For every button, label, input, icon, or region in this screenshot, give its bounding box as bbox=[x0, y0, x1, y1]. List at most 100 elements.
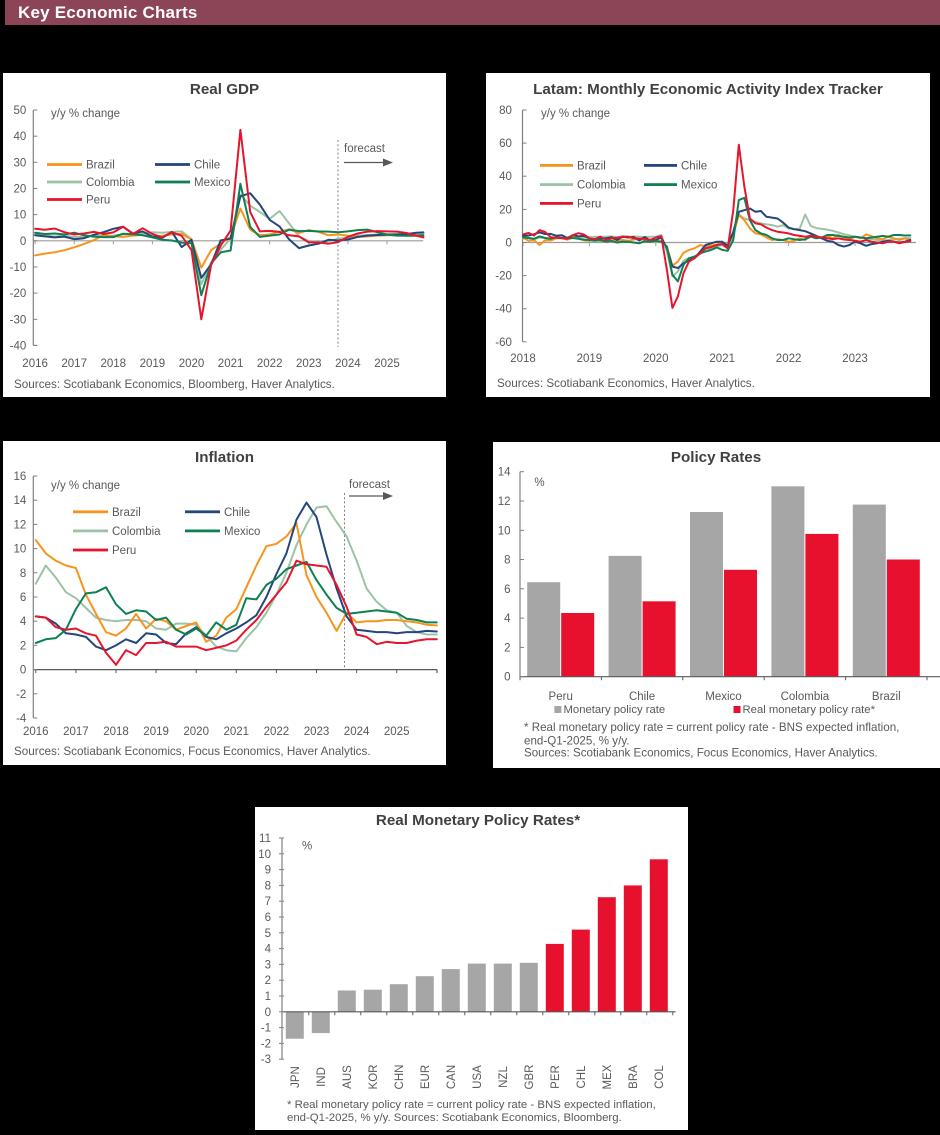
svg-text:80: 80 bbox=[499, 105, 512, 117]
svg-text:2016: 2016 bbox=[22, 358, 48, 370]
svg-text:CHN: CHN bbox=[394, 1065, 406, 1090]
svg-text:40: 40 bbox=[499, 171, 512, 183]
svg-text:-2: -2 bbox=[261, 1038, 271, 1050]
svg-text:2021: 2021 bbox=[218, 358, 244, 370]
svg-text:10: 10 bbox=[258, 849, 271, 861]
svg-text:Policy Rates: Policy Rates bbox=[671, 449, 761, 466]
svg-text:2: 2 bbox=[265, 975, 271, 987]
svg-text:Brazil: Brazil bbox=[86, 160, 115, 172]
svg-text:GBR: GBR bbox=[524, 1065, 536, 1090]
svg-text:-40: -40 bbox=[495, 304, 512, 316]
svg-text:y/y % change: y/y % change bbox=[51, 480, 120, 492]
svg-text:14: 14 bbox=[14, 495, 27, 507]
svg-text:Sources: Scotiabank Economics,: Sources: Scotiabank Economics, Bloomberg… bbox=[14, 378, 335, 391]
svg-text:Sources: Scotiabank Economics,: Sources: Scotiabank Economics, Haver Ana… bbox=[497, 377, 755, 390]
svg-text:0: 0 bbox=[504, 672, 510, 684]
svg-text:6: 6 bbox=[20, 592, 26, 604]
svg-text:-3: -3 bbox=[261, 1054, 271, 1066]
svg-text:CHL: CHL bbox=[576, 1065, 588, 1089]
svg-text:12: 12 bbox=[14, 519, 27, 531]
svg-text:Peru: Peru bbox=[86, 195, 110, 207]
svg-text:-2: -2 bbox=[16, 689, 26, 701]
svg-text:Latam: Monthly Economic Activi: Latam: Monthly Economic Activity Index T… bbox=[533, 81, 883, 98]
svg-text:2023: 2023 bbox=[304, 726, 330, 738]
svg-text:Chile: Chile bbox=[194, 160, 220, 172]
svg-text:8: 8 bbox=[504, 555, 510, 567]
svg-text:0: 0 bbox=[265, 1007, 271, 1019]
svg-text:PER: PER bbox=[550, 1065, 562, 1089]
svg-text:JPN: JPN bbox=[290, 1066, 302, 1088]
svg-text:Peru: Peru bbox=[577, 198, 601, 210]
svg-text:-30: -30 bbox=[10, 314, 27, 326]
svg-text:2: 2 bbox=[504, 642, 510, 654]
svg-text:2020: 2020 bbox=[183, 726, 209, 738]
svg-text:2018: 2018 bbox=[101, 358, 127, 370]
svg-text:8: 8 bbox=[20, 568, 26, 580]
svg-text:Real monetary policy rate*: Real monetary policy rate* bbox=[743, 704, 876, 716]
svg-text:10: 10 bbox=[14, 544, 27, 556]
svg-text:Real GDP: Real GDP bbox=[190, 81, 259, 98]
svg-text:* Real monetary policy rate =: * Real monetary policy rate = current po… bbox=[287, 1099, 656, 1111]
svg-text:1: 1 bbox=[265, 991, 271, 1003]
svg-text:Inflation: Inflation bbox=[195, 449, 254, 466]
svg-text:0: 0 bbox=[20, 665, 26, 677]
svg-text:2020: 2020 bbox=[643, 353, 669, 365]
svg-text:11: 11 bbox=[259, 833, 271, 845]
svg-text:2021: 2021 bbox=[224, 726, 250, 738]
svg-text:30: 30 bbox=[14, 157, 27, 169]
svg-text:2023: 2023 bbox=[296, 358, 322, 370]
svg-text:4: 4 bbox=[20, 616, 27, 628]
svg-text:Colombia: Colombia bbox=[577, 180, 626, 192]
svg-text:9: 9 bbox=[265, 865, 271, 877]
svg-text:20: 20 bbox=[499, 204, 512, 216]
svg-text:6: 6 bbox=[265, 912, 271, 924]
svg-text:Mexico: Mexico bbox=[224, 526, 260, 538]
svg-text:Brazil: Brazil bbox=[577, 160, 606, 172]
svg-text:2022: 2022 bbox=[776, 353, 802, 365]
svg-text:Chile: Chile bbox=[681, 160, 707, 172]
svg-text:2019: 2019 bbox=[577, 353, 603, 365]
svg-text:Peru: Peru bbox=[549, 691, 573, 703]
svg-text:Mexico: Mexico bbox=[705, 691, 741, 703]
svg-text:Mexico: Mexico bbox=[681, 180, 717, 192]
svg-text:2017: 2017 bbox=[63, 726, 89, 738]
svg-text:%: % bbox=[534, 477, 544, 489]
svg-text:-1: -1 bbox=[261, 1023, 271, 1035]
svg-text:%: % bbox=[302, 841, 312, 853]
svg-text:-4: -4 bbox=[16, 713, 27, 725]
svg-text:10: 10 bbox=[498, 525, 511, 537]
svg-text:14: 14 bbox=[498, 467, 511, 479]
svg-text:EUR: EUR bbox=[420, 1065, 432, 1089]
svg-text:* Real monetary policy rate =: * Real monetary policy rate = current po… bbox=[524, 721, 899, 734]
svg-text:8: 8 bbox=[265, 880, 271, 892]
svg-text:2021: 2021 bbox=[709, 353, 735, 365]
svg-text:Peru: Peru bbox=[112, 545, 136, 557]
svg-text:5: 5 bbox=[265, 928, 271, 940]
svg-text:0: 0 bbox=[20, 236, 26, 248]
svg-text:BRA: BRA bbox=[628, 1065, 640, 1089]
svg-text:-60: -60 bbox=[495, 337, 512, 349]
svg-text:forecast: forecast bbox=[349, 479, 391, 491]
svg-text:COL: COL bbox=[654, 1065, 666, 1089]
svg-text:-20: -20 bbox=[495, 271, 512, 283]
svg-text:3: 3 bbox=[265, 959, 271, 971]
svg-text:Brazil: Brazil bbox=[872, 691, 901, 703]
svg-text:Colombia: Colombia bbox=[86, 177, 135, 189]
svg-text:AUS: AUS bbox=[342, 1065, 354, 1089]
svg-text:2025: 2025 bbox=[374, 358, 400, 370]
svg-text:forecast: forecast bbox=[344, 143, 386, 155]
svg-text:16: 16 bbox=[14, 471, 27, 483]
svg-text:KOR: KOR bbox=[368, 1065, 380, 1090]
svg-text:y/y % change: y/y % change bbox=[51, 108, 120, 120]
svg-text:end-Q1-2025, % y/y. Sources: S: end-Q1-2025, % y/y. Sources: Scotiabank … bbox=[287, 1112, 622, 1124]
svg-text:4: 4 bbox=[504, 613, 511, 625]
svg-text:-20: -20 bbox=[10, 288, 27, 300]
svg-text:40: 40 bbox=[14, 131, 27, 143]
svg-text:MEX: MEX bbox=[602, 1064, 614, 1089]
svg-text:end-Q1-2025, % y/y.: end-Q1-2025, % y/y. bbox=[524, 735, 629, 748]
svg-text:2018: 2018 bbox=[103, 726, 129, 738]
svg-text:50: 50 bbox=[14, 105, 27, 117]
svg-text:12: 12 bbox=[498, 496, 511, 508]
svg-text:7: 7 bbox=[265, 896, 271, 908]
svg-text:2022: 2022 bbox=[264, 726, 290, 738]
